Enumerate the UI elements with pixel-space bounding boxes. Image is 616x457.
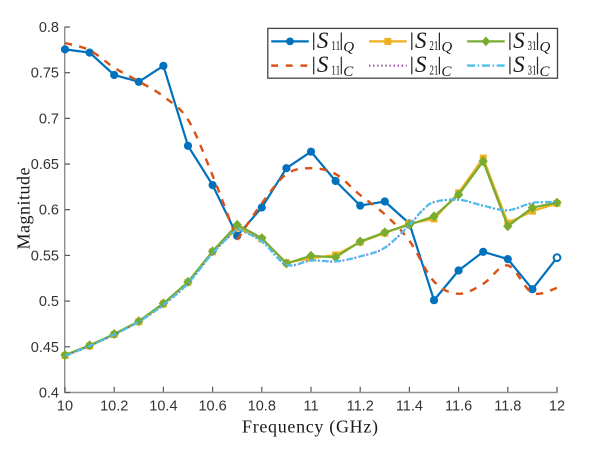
svg-text:C: C: [441, 64, 452, 80]
svg-text:11.8: 11.8: [494, 399, 521, 415]
svg-text:Frequency (GHz): Frequency (GHz): [242, 417, 378, 438]
svg-text:0.45: 0.45: [31, 340, 59, 356]
svg-text:0.75: 0.75: [31, 66, 59, 82]
svg-text:10.8: 10.8: [248, 399, 276, 415]
svg-text:10.6: 10.6: [198, 399, 226, 415]
svg-text:S: S: [513, 28, 525, 53]
svg-text:C: C: [343, 64, 354, 80]
svg-text:11.4: 11.4: [396, 399, 423, 415]
svg-text:S: S: [415, 28, 427, 53]
svg-text:0.5: 0.5: [39, 294, 59, 310]
svg-text:11: 11: [331, 63, 340, 78]
svg-text:Magnitude: Magnitude: [14, 168, 34, 250]
svg-text:11: 11: [303, 399, 318, 415]
svg-text:12: 12: [549, 399, 565, 415]
svg-text:C: C: [540, 64, 551, 80]
svg-text:S: S: [415, 52, 427, 77]
svg-text:Q: Q: [540, 40, 551, 56]
svg-text:S: S: [317, 52, 329, 77]
svg-text:21: 21: [429, 39, 438, 54]
svg-text:31: 31: [528, 63, 537, 78]
svg-text:0.55: 0.55: [31, 248, 59, 264]
svg-text:0.4: 0.4: [39, 386, 59, 402]
svg-text:10.4: 10.4: [149, 399, 177, 415]
svg-text:0.8: 0.8: [39, 20, 59, 36]
svg-text:10.2: 10.2: [100, 399, 128, 415]
svg-text:11.6: 11.6: [445, 399, 472, 415]
svg-text:21: 21: [429, 63, 438, 78]
svg-text:11.2: 11.2: [347, 399, 374, 415]
svg-text:11: 11: [331, 39, 340, 54]
svg-text:Q: Q: [441, 40, 452, 56]
svg-text:10: 10: [57, 399, 73, 415]
svg-text:S: S: [513, 52, 525, 77]
svg-text:0.6: 0.6: [39, 203, 59, 219]
svg-text:Q: Q: [343, 40, 354, 56]
svg-text:31: 31: [528, 39, 537, 54]
svg-text:0.7: 0.7: [39, 111, 59, 127]
svg-text:S: S: [317, 28, 329, 53]
svg-text:0.65: 0.65: [31, 157, 59, 173]
